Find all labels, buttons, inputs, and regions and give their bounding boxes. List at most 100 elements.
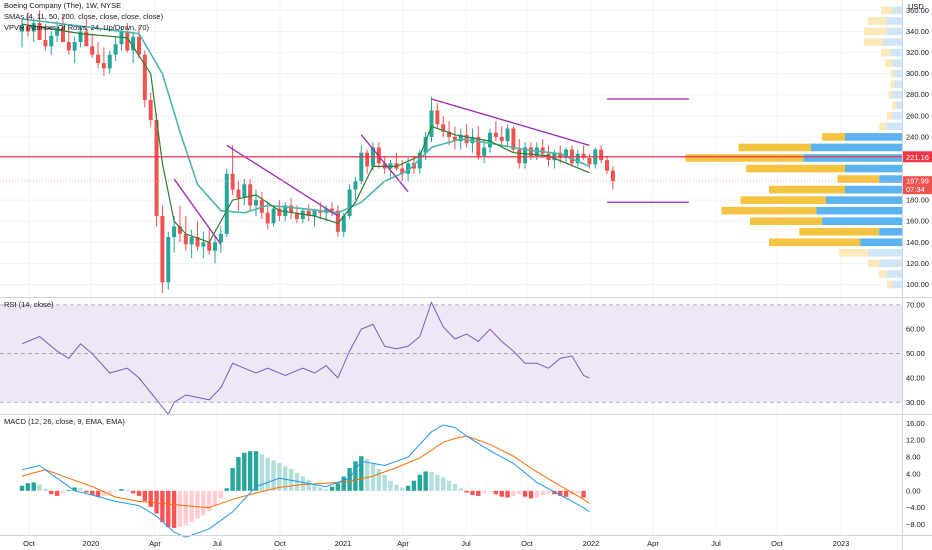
candle-body <box>476 136 481 156</box>
bar-countdown-text: 07:34 <box>906 185 925 194</box>
volume-profile-down-bar <box>837 175 880 183</box>
time-axis[interactable]: Oct 2020 Apr Jul Oct 2021 Apr Jul Oct 2022 Apr Jul O… <box>23 539 849 548</box>
candle-body <box>72 42 77 51</box>
candle-body <box>230 173 235 190</box>
candle-body <box>183 233 188 245</box>
candle-body <box>406 163 411 174</box>
macd-histogram-bar <box>446 480 452 491</box>
macd-tick-label: 4.00 <box>906 469 921 478</box>
candle-body <box>523 147 528 164</box>
macd-lines <box>21 424 590 538</box>
price-axis[interactable]: 100.00120.00140.00160.00180.00200.00220.… <box>906 6 929 289</box>
rsi-series <box>21 301 590 416</box>
macd-title[interactable]: MACD (12, 26, close, 9, EMA, EMA) <box>4 417 125 426</box>
macd-histogram-bar <box>183 490 188 526</box>
candle-body <box>20 26 24 32</box>
line-price-tag <box>903 151 932 163</box>
candle-body <box>306 210 311 216</box>
macd-histogram-bar <box>130 490 136 494</box>
macd-pane[interactable] <box>0 415 902 535</box>
candle-body <box>177 226 182 234</box>
candle-body <box>96 54 101 64</box>
candle-body <box>400 168 405 174</box>
macd-tick-label: 16.00 <box>906 419 925 428</box>
candle-body <box>341 215 346 232</box>
horizontal-price-line[interactable] <box>0 156 902 182</box>
macd-histogram-bar <box>66 489 71 491</box>
vpvr-legend[interactable]: VPVR (Number Of Rows, 24, Up/Down, 70) <box>4 23 150 32</box>
candle-body <box>300 210 305 220</box>
macd-tick-label: 8.00 <box>906 453 921 462</box>
macd-histogram-bar <box>511 490 516 496</box>
ma-legend[interactable]: SMAs (4, 11, 50, 200, close, close, clos… <box>4 12 164 21</box>
macd-histogram-bar <box>60 490 66 494</box>
candle-body <box>131 36 136 51</box>
candle-body <box>101 63 106 69</box>
candle-body <box>43 39 48 47</box>
candle-body <box>37 23 42 40</box>
volume-profile-up-bar <box>845 185 902 194</box>
volume-profile-up-bar <box>845 164 902 173</box>
volume-profile-up-bar <box>879 227 902 236</box>
rsi-tick-label: 30.00 <box>906 398 925 407</box>
candle-body <box>353 181 358 190</box>
macd-histogram-bar <box>166 490 171 528</box>
macd-histogram-bar <box>312 484 317 491</box>
time-tick-label: 2020 <box>83 539 100 548</box>
volume-profile-down-bar <box>799 227 880 236</box>
macd-histogram-bar <box>452 484 458 491</box>
time-tick-label: Oct <box>521 539 534 548</box>
macd-histogram-bar <box>294 473 300 491</box>
rsi-title[interactable]: RSI (14, close) <box>4 300 54 309</box>
volume-profile <box>685 6 902 289</box>
volume-profile-up-bar <box>803 154 902 162</box>
macd-histogram-bar <box>72 487 77 491</box>
volume-profile-up-bar <box>894 69 902 78</box>
symbol-title[interactable]: Boeing Company (The), 1W, NYSE <box>4 1 121 10</box>
candle-body <box>195 237 200 247</box>
macd-histogram-bar <box>376 468 382 491</box>
macd-histogram-bar <box>265 457 270 491</box>
macd-histogram-bar <box>253 451 259 491</box>
grid-lines <box>0 0 902 535</box>
macd-histogram-bar <box>171 490 177 528</box>
current-price-tag <box>903 176 932 195</box>
candle-body <box>605 160 609 171</box>
time-tick-label: 2021 <box>335 539 352 548</box>
volume-profile-up-bar <box>886 17 902 25</box>
volume-profile-up-bar <box>892 112 902 120</box>
volume-profile-up-bar <box>892 59 902 67</box>
macd-histogram-bar <box>300 476 305 491</box>
volume-profile-up-bar <box>886 122 902 131</box>
volume-profile-up-bar <box>867 249 902 257</box>
macd-tick-label: 12.00 <box>906 436 925 445</box>
volume-profile-down-bar <box>721 206 817 215</box>
candle-body <box>213 242 218 251</box>
volume-profile-up-bar <box>816 206 902 215</box>
volume-profile-up-bar <box>886 270 902 278</box>
volume-profile-up-bar <box>826 196 902 204</box>
macd-histogram-bar <box>581 490 586 498</box>
candle-body <box>558 152 563 158</box>
candle-body <box>248 184 253 206</box>
volume-profile-down-bar <box>839 249 868 257</box>
candle-body <box>271 208 276 224</box>
macd-axis[interactable]: −8.00 −4.00 0.00 4.00 8.00 12.00 16.00 <box>906 419 925 529</box>
rsi-tick-label: 50.00 <box>906 349 925 358</box>
candle-body <box>113 44 118 55</box>
candle-body <box>330 208 335 211</box>
candle-body <box>435 110 440 125</box>
candle-body <box>540 147 545 154</box>
volume-profile-up-bar <box>896 101 902 110</box>
macd-histogram-bar <box>78 488 83 491</box>
macd-histogram-bar <box>43 488 48 491</box>
candle-body <box>359 152 364 182</box>
line-price-tag-text: 221.16 <box>906 153 929 162</box>
macd-histogram-bar <box>49 490 54 495</box>
macd-histogram-bar <box>388 480 393 491</box>
candle-body <box>218 233 223 243</box>
rsi-axis[interactable]: 30.00 40.00 50.00 60.00 70.00 <box>906 300 925 406</box>
candle-body <box>224 173 229 234</box>
macd-histogram-bar <box>236 457 241 491</box>
